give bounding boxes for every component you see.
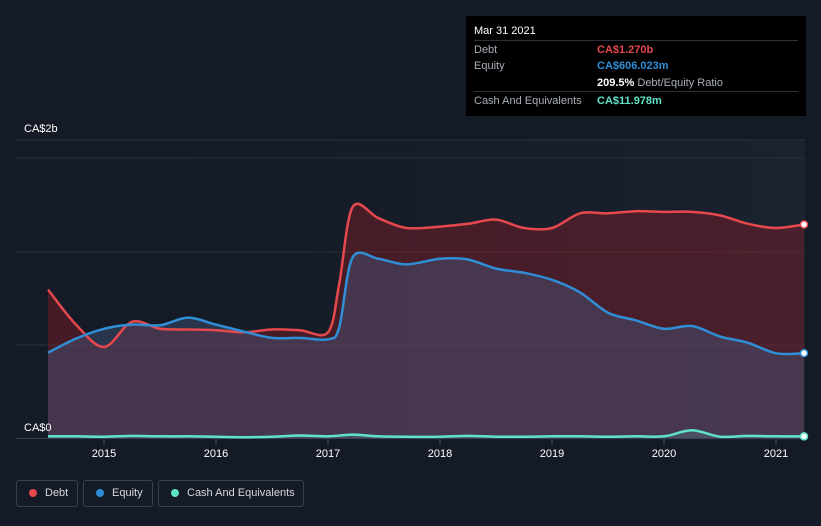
plot-background [16,140,805,440]
tooltip-cash-label: Cash And Equivalents [474,95,582,107]
x-tick-label: 2015 [92,448,116,460]
legend-debt-label: Debt [45,487,69,499]
gridlines [16,139,805,439]
debt-area [48,203,804,438]
x-axis-ticks: 2015 2016 2017 2018 2019 2020 2021 [92,439,788,460]
tooltip-ratio-suffix: Debt/Equity Ratio [637,77,723,89]
x-tick-label: 2016 [204,448,228,460]
x-tick-label: 2019 [540,448,564,460]
tooltip-debt-value: CA$1.270b [597,44,654,56]
tooltip-row-equity: Equity CA$606.023m [474,57,798,74]
tooltip-row-debt: Debt CA$1.270b [474,40,798,58]
debt-endpoint [799,220,809,229]
legend-equity-label: Equity [112,487,143,499]
cash-and-equivalents-line [48,429,805,439]
debt-line [47,202,805,349]
tooltip-equity-value: CA$606.023m [597,60,669,72]
tooltip-date: Mar 31 2021 [474,25,536,37]
y-axis-label-top: CA$2b [24,123,58,135]
equity-area [48,252,804,438]
legend-item-debt[interactable]: Debt [16,480,78,507]
legend-equity-swatch [96,489,104,497]
series-lines [47,202,805,439]
tooltip-row-ratio: 209.5% Debt/Equity Ratio [474,74,798,91]
x-tick-label: 2020 [652,448,676,460]
equity-endpoint [799,348,809,358]
equity-line [47,251,805,356]
tooltip-cash-value: CA$11.978m [597,95,662,107]
x-tick-label: 2021 [764,448,788,460]
legend-item-cash[interactable]: Cash And Equivalents [158,480,304,507]
x-tick-label: 2018 [428,448,452,460]
cash-and-equivalents-endpoint [799,432,809,441]
y-axis-label-bottom: CA$0 [24,422,52,434]
tooltip-equity-label: Equity [474,60,505,72]
legend-item-equity[interactable]: Equity [83,480,153,507]
x-tick-label: 2017 [316,448,340,460]
legend-debt-swatch [29,489,37,497]
tooltip-row-cash: Cash And Equivalents CA$11.978m [474,91,798,109]
legend-cash-swatch [171,489,179,497]
series-endpoints [799,220,809,441]
tooltip-ratio-value: 209.5% [597,77,635,89]
tooltip-ratio: 209.5% Debt/Equity Ratio [597,77,723,89]
tooltip-debt-label: Debt [474,44,498,56]
legend-cash-label: Cash And Equivalents [187,487,295,499]
hover-tooltip: Mar 31 2021 Debt CA$1.270b Equity CA$606… [466,16,806,116]
